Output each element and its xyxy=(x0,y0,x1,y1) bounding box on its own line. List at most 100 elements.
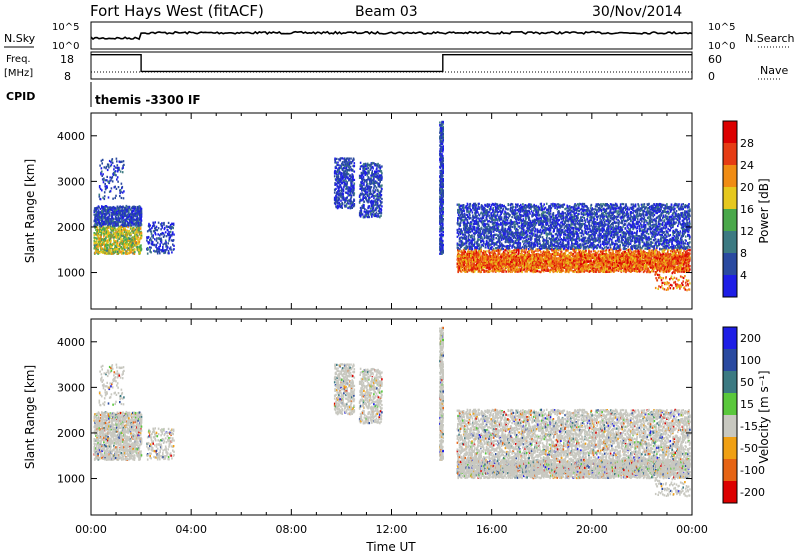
power-cell xyxy=(125,205,128,208)
power-cell xyxy=(459,244,462,247)
power-cell xyxy=(99,164,101,167)
power-cell xyxy=(442,195,444,198)
power-cell xyxy=(334,189,336,192)
power-cell xyxy=(348,194,351,197)
power-cell xyxy=(157,233,159,236)
power-cell xyxy=(486,203,489,206)
power-cell xyxy=(149,248,151,252)
power-cell xyxy=(103,228,105,231)
power-cell xyxy=(460,251,462,254)
power-cell xyxy=(140,248,143,251)
power-cell xyxy=(106,221,108,224)
power-cell xyxy=(95,213,97,216)
power-cell xyxy=(120,191,122,194)
power-cell xyxy=(162,248,164,251)
power-cell xyxy=(466,231,468,234)
power-cell xyxy=(125,217,128,220)
power-cell xyxy=(379,178,382,181)
power-cell xyxy=(119,188,122,192)
power-cell xyxy=(348,186,350,189)
nsearch-tick-top: 10^5 xyxy=(708,22,735,33)
power-cell xyxy=(172,231,174,234)
power-cell xyxy=(442,136,444,139)
power-cell xyxy=(101,189,103,192)
power-cell xyxy=(475,246,478,249)
power-cell xyxy=(161,233,163,236)
power-cell xyxy=(339,206,342,209)
power-cell xyxy=(140,207,143,210)
power-cell xyxy=(136,233,138,236)
power-cell xyxy=(366,199,368,202)
power-cell xyxy=(112,249,114,252)
power-cell xyxy=(495,243,498,246)
power-cell xyxy=(460,204,463,207)
power-cell xyxy=(379,207,381,210)
power-cell xyxy=(108,252,111,255)
power-cell xyxy=(457,213,460,216)
power-cell xyxy=(114,185,116,188)
power-cell xyxy=(513,220,516,223)
power-cell xyxy=(126,241,128,244)
power-cell xyxy=(352,175,354,178)
power-cell xyxy=(109,252,111,255)
power-cell xyxy=(477,220,480,223)
power-cell xyxy=(497,218,499,221)
power-cell xyxy=(104,215,107,219)
freq-series-line xyxy=(91,54,692,73)
power-cell xyxy=(106,220,108,223)
power-cell xyxy=(121,252,123,255)
power-cell xyxy=(476,217,478,220)
power-cell xyxy=(109,190,112,193)
power-cell xyxy=(473,204,475,207)
power-cell xyxy=(113,231,115,234)
power-cell xyxy=(146,247,149,250)
power-cell xyxy=(113,165,116,168)
power-cell xyxy=(519,242,522,245)
power-cell xyxy=(465,265,467,268)
power-cell xyxy=(116,214,118,217)
power-cell xyxy=(462,213,464,216)
power-cell xyxy=(106,247,108,250)
power-cell xyxy=(123,212,126,215)
power-cell xyxy=(334,202,337,206)
power-cell xyxy=(497,223,500,226)
power-cell xyxy=(373,197,375,200)
power-cell xyxy=(367,167,370,170)
power-cell xyxy=(482,238,484,241)
power-cell xyxy=(119,217,121,220)
power-cell xyxy=(129,213,131,216)
power-cell xyxy=(442,192,444,195)
power-cell xyxy=(516,205,519,208)
power-cell xyxy=(469,204,471,208)
power-cell xyxy=(171,222,174,226)
power-cell xyxy=(371,215,373,218)
power-cell xyxy=(129,241,131,244)
power-cell xyxy=(460,245,462,248)
power-cell xyxy=(172,243,174,246)
power-cell xyxy=(134,218,137,222)
power-cell xyxy=(475,221,478,224)
power-cell xyxy=(473,244,475,247)
power-cell xyxy=(368,194,370,197)
power-cell xyxy=(440,246,442,249)
power-cell xyxy=(363,200,366,203)
power-cell xyxy=(368,189,370,192)
power-cell xyxy=(349,192,352,195)
power-cell xyxy=(466,218,469,221)
power-cell xyxy=(337,182,340,185)
power-cell xyxy=(478,238,480,241)
power-cell xyxy=(358,194,361,197)
power-cell xyxy=(337,186,339,189)
power-cell xyxy=(364,179,366,182)
power-cell xyxy=(115,240,117,243)
power-cell xyxy=(442,246,444,249)
power-cell xyxy=(478,202,480,205)
power-cell xyxy=(104,208,107,211)
power-cell xyxy=(377,198,379,201)
power-cell xyxy=(470,228,473,231)
power-cell xyxy=(110,179,112,182)
power-cell xyxy=(441,252,443,255)
power-cell xyxy=(116,248,118,251)
power-cell xyxy=(350,168,353,171)
power-cell xyxy=(102,181,105,184)
